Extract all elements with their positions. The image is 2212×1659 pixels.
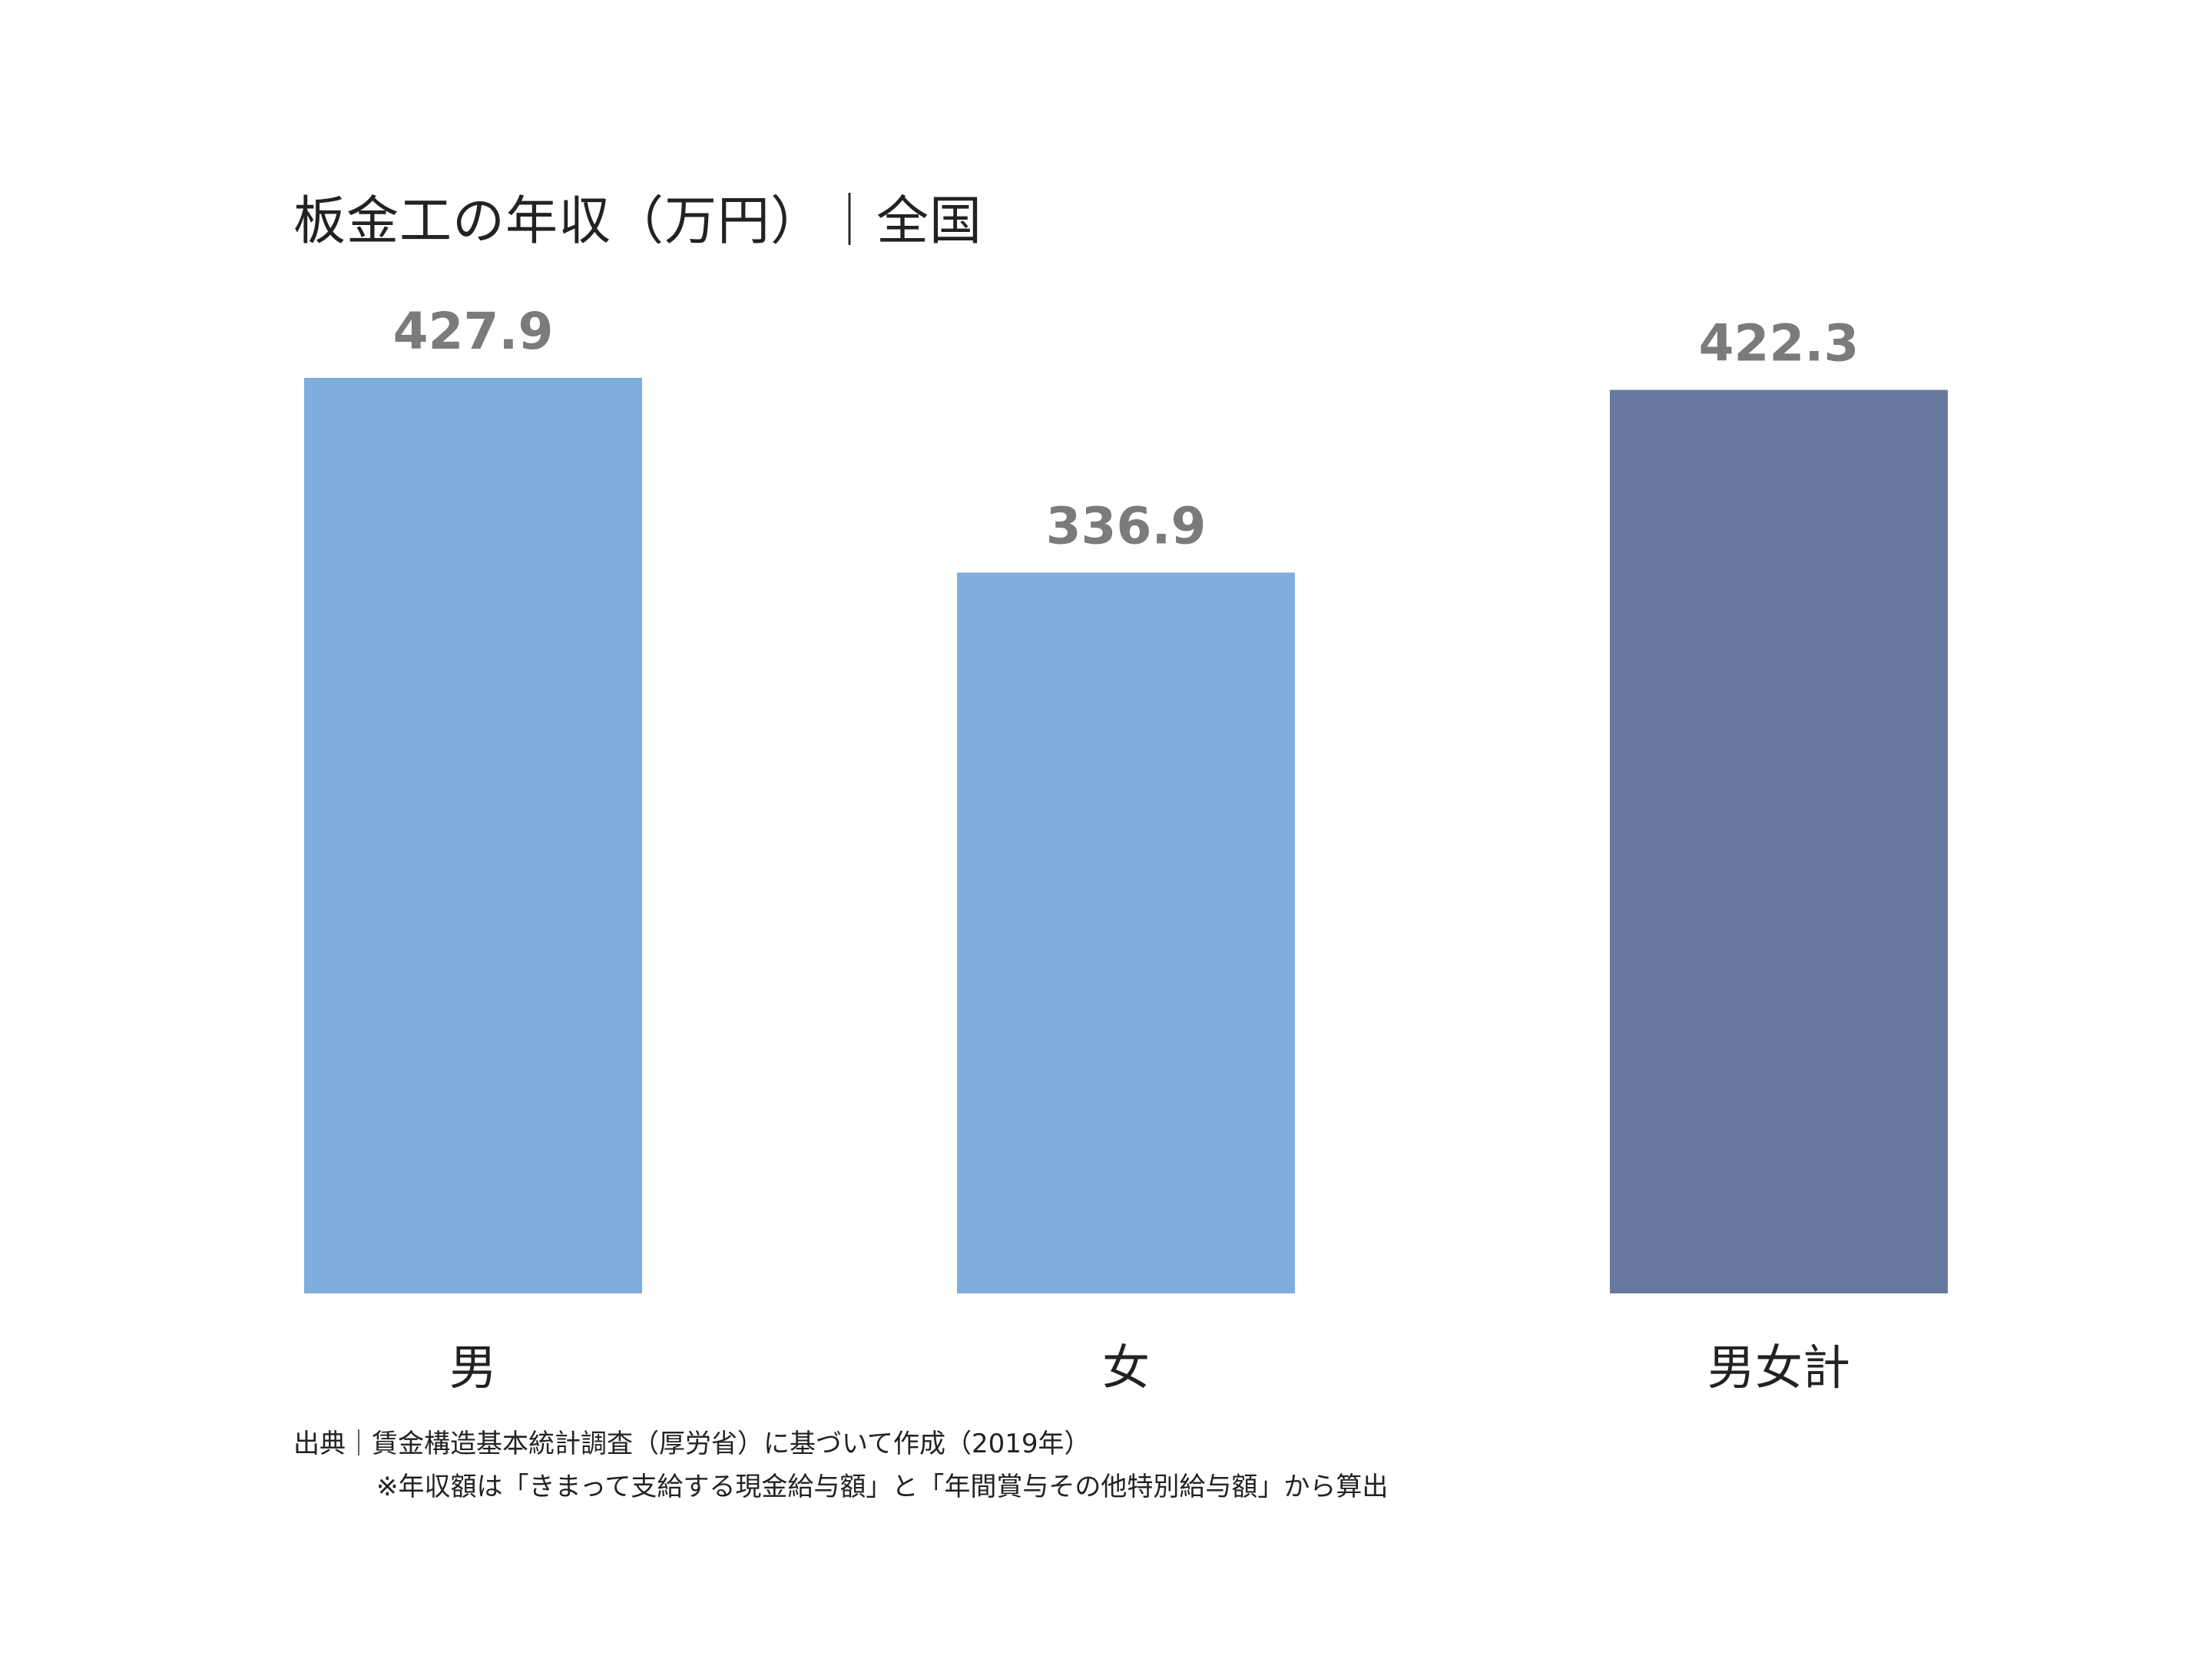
category-label-3: 男女計 — [1707, 1339, 1850, 1396]
source-note: 出典｜賃金構造基本統計調査（厚労省）に基づいて作成（2019年） — [293, 1429, 1091, 1459]
bar-1 — [304, 378, 642, 1293]
bar-2 — [957, 572, 1295, 1293]
value-label-3: 422.3 — [1699, 314, 1859, 373]
calculation-note: ※年収額は「きまって支給する現金給与額」と「年間賞与その他特別給与額」から算出 — [376, 1472, 1389, 1502]
category-label-1: 男 — [449, 1339, 497, 1396]
chart-title: 板金工の年収（万円）｜全国 — [293, 191, 983, 252]
bar-3 — [1610, 389, 1948, 1294]
category-label-2: 女 — [1102, 1339, 1150, 1396]
value-label-2: 336.9 — [1046, 496, 1207, 555]
value-label-1: 427.9 — [393, 302, 554, 361]
